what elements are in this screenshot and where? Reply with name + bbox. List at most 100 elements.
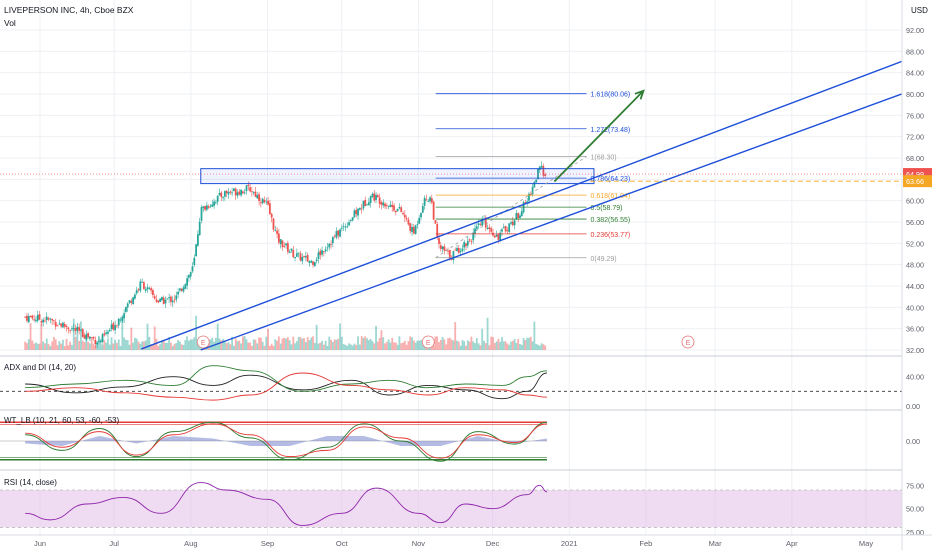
candle-body <box>119 319 122 321</box>
volume-bar <box>189 339 192 350</box>
candle-body <box>232 188 235 191</box>
earnings-marker[interactable] <box>196 335 210 349</box>
candle-body <box>186 278 189 286</box>
candle-body <box>308 261 311 263</box>
volume-bar <box>349 344 352 350</box>
candle-body <box>204 206 206 210</box>
candle-body <box>218 192 221 196</box>
pane-separators[interactable] <box>0 355 932 471</box>
candle-body <box>112 323 115 330</box>
candle-body <box>148 287 151 289</box>
adx-title[interactable]: ADX and DI (14, 20) <box>4 363 76 372</box>
volume-bar <box>24 341 27 350</box>
candle-body <box>459 251 462 252</box>
rsi-title[interactable]: RSI (14, close) <box>4 478 57 487</box>
volume-bar <box>407 341 410 350</box>
candle-body <box>223 191 226 197</box>
candle-body <box>31 315 34 319</box>
volume-bar <box>231 336 233 350</box>
volume-bar <box>241 336 244 350</box>
symbol-title[interactable]: LIVEPERSON INC, 4h, Cboe BZX <box>4 5 134 15</box>
candle-body <box>402 213 404 215</box>
volume-bar <box>258 337 260 350</box>
candle-body <box>504 225 507 232</box>
earnings-marker[interactable] <box>681 335 695 349</box>
candle-body <box>461 248 464 252</box>
earnings-marker[interactable] <box>421 335 435 349</box>
volume-bar <box>290 344 293 350</box>
candle-body <box>472 232 475 241</box>
level-price-badge[interactable] <box>903 175 932 188</box>
candle-body <box>450 258 453 260</box>
volume-bar <box>538 345 541 350</box>
volume-bar <box>362 337 365 350</box>
volume-bar <box>447 338 449 350</box>
candle-body <box>326 247 329 249</box>
volume-bar <box>65 338 68 350</box>
candle-body <box>243 192 246 194</box>
volume-bar <box>308 340 311 350</box>
candle-body <box>135 290 138 294</box>
candle-body <box>484 217 487 228</box>
candle-body <box>155 299 158 302</box>
candle-body <box>337 230 340 236</box>
volume-bar <box>47 343 50 350</box>
volume-bar <box>53 337 55 350</box>
currency-label: USD <box>911 6 928 15</box>
volume-bar <box>416 340 419 350</box>
fib-level-label: 1.618(80.06) <box>591 92 631 99</box>
candle-body <box>98 340 100 342</box>
supply-zone-box[interactable] <box>200 168 595 185</box>
time-tick-label: Feb <box>639 539 652 548</box>
time-axis[interactable]: Jun Jul Aug Sep Oct Nov Dec 2021 Feb Mar Apr May <box>0 534 932 548</box>
candle-body <box>132 297 135 304</box>
candle-body <box>101 334 104 342</box>
chart-drawings[interactable]: 1.618(80.06) 1.272(73.48) 1(68.30) 0.786(64… <box>0 46 932 351</box>
volume-bar <box>188 340 190 350</box>
candle-body <box>60 323 63 327</box>
candle-body <box>436 224 439 238</box>
volume-bar <box>389 342 392 350</box>
volume-bar <box>164 342 167 350</box>
candle-body <box>90 337 93 339</box>
candle-body <box>67 327 70 330</box>
target-arrow-line[interactable] <box>553 90 645 183</box>
volume-bar <box>128 344 131 350</box>
candle-body <box>528 193 530 201</box>
price-tick-label: 44.00 <box>906 282 924 291</box>
volume-bar <box>369 338 372 350</box>
candle-body <box>150 288 153 291</box>
volume-bar <box>348 343 350 350</box>
candle-body <box>403 214 406 218</box>
candle-body <box>211 204 214 207</box>
vol-label[interactable]: Vol <box>4 18 16 28</box>
candle-body <box>110 324 113 330</box>
volume-bar <box>58 341 61 350</box>
volume-bar <box>227 341 230 350</box>
candle-body <box>159 298 162 302</box>
volume-bar <box>524 340 527 350</box>
candle-body <box>409 223 412 231</box>
fib-level-label: 1.272(73.48) <box>591 127 631 134</box>
channel-lower-line[interactable] <box>200 79 932 351</box>
candle-body <box>173 299 176 301</box>
volume-bar <box>470 336 473 350</box>
volume-bar <box>409 336 412 350</box>
wt-title[interactable]: WT_LB (10, 21, 60, 53, -60, -53) <box>4 416 120 425</box>
level-price-badge-label: 63.66 <box>906 177 924 186</box>
candle-body <box>254 191 257 197</box>
candle-body <box>209 205 212 207</box>
volume-bar <box>528 337 530 350</box>
volume-bar <box>123 337 126 350</box>
candle-body <box>481 220 484 226</box>
volume-bar <box>310 337 313 350</box>
candle-body <box>117 318 120 326</box>
volume-bar <box>398 336 401 350</box>
channel-upper-line[interactable] <box>141 46 932 350</box>
volume-bar <box>256 343 259 350</box>
candle-body <box>216 195 219 202</box>
price-axis[interactable]: 32.00 36.00 40.00 44.00 48.00 52.00 56.00 60.00… <box>901 0 932 550</box>
candle-body <box>319 250 322 256</box>
